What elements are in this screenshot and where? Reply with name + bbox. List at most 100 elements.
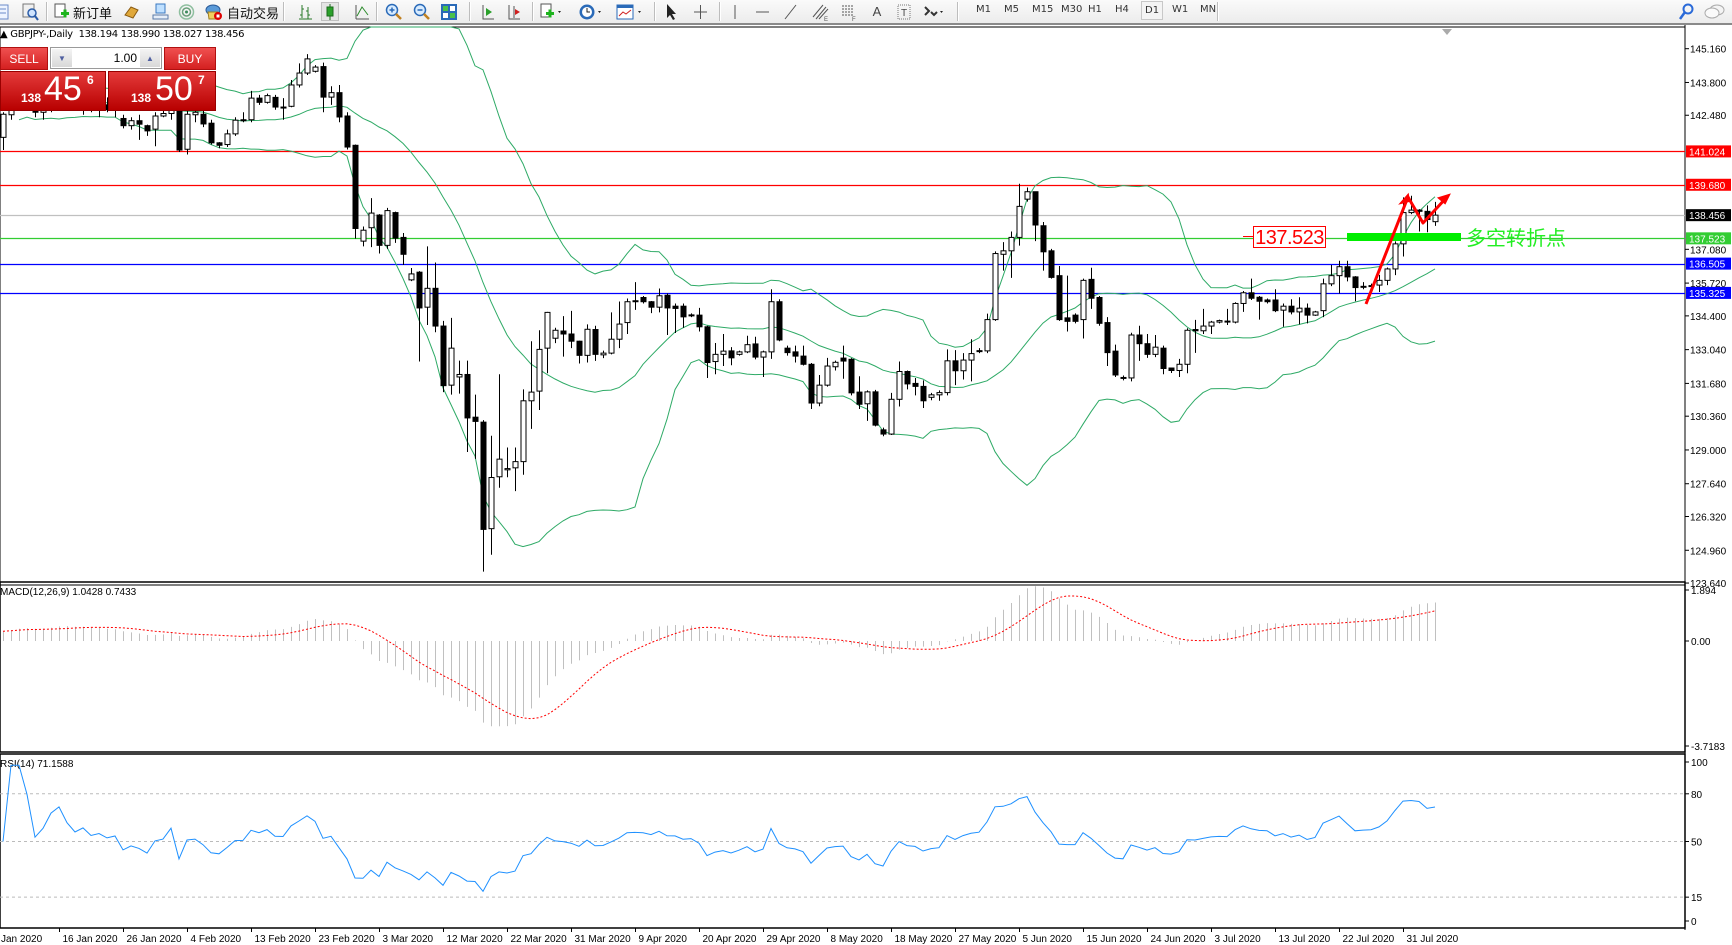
sell-price-box[interactable]: 138 45 6 xyxy=(0,70,106,111)
trend-arrow-line[interactable] xyxy=(1364,195,1449,305)
candle[interactable] xyxy=(920,380,927,408)
candle[interactable] xyxy=(776,299,783,342)
candle[interactable] xyxy=(856,376,863,409)
candle[interactable] xyxy=(304,54,311,76)
candle[interactable] xyxy=(784,345,791,356)
candle[interactable] xyxy=(808,363,815,409)
chat-icon[interactable] xyxy=(1704,2,1726,21)
candle[interactable] xyxy=(1032,191,1039,242)
candle[interactable] xyxy=(1168,367,1175,373)
annotation-price-label[interactable]: 137.523 xyxy=(1253,226,1326,249)
turning-point-marker-bar[interactable] xyxy=(1347,233,1461,241)
candle[interactable] xyxy=(1376,274,1383,293)
candle[interactable] xyxy=(408,267,415,282)
candle[interactable] xyxy=(1008,231,1015,278)
candle[interactable] xyxy=(1056,265,1063,321)
candle[interactable] xyxy=(864,390,871,421)
candle[interactable] xyxy=(240,112,247,123)
autotrade-icon[interactable] xyxy=(205,2,223,21)
candle[interactable] xyxy=(608,312,615,355)
trendline-icon[interactable] xyxy=(783,2,798,21)
candle[interactable] xyxy=(760,350,767,377)
candle[interactable] xyxy=(520,389,527,475)
candle[interactable] xyxy=(1064,275,1071,332)
lot-decrease-icon[interactable]: ▼ xyxy=(52,49,72,67)
candle[interactable] xyxy=(1304,303,1311,324)
candle[interactable] xyxy=(1336,260,1343,294)
candle[interactable] xyxy=(440,320,447,393)
bar-chart-icon[interactable] xyxy=(298,2,313,21)
arrows-dropdown-icon[interactable] xyxy=(922,2,946,21)
candle[interactable] xyxy=(1264,298,1271,304)
candle[interactable] xyxy=(576,340,583,364)
candle[interactable] xyxy=(128,117,135,130)
candle[interactable] xyxy=(136,114,143,140)
candle[interactable] xyxy=(528,341,535,429)
timeframe-h1[interactable]: H1 xyxy=(1088,4,1102,15)
zoom-out-icon[interactable] xyxy=(413,2,430,21)
candle[interactable] xyxy=(1200,308,1207,334)
candle[interactable] xyxy=(1088,267,1095,309)
timeframe-m5[interactable]: M5 xyxy=(1004,4,1019,15)
candle[interactable] xyxy=(1240,291,1247,312)
candle[interactable] xyxy=(336,84,343,123)
candle[interactable] xyxy=(1104,317,1111,367)
candle[interactable] xyxy=(0,112,7,151)
candle[interactable] xyxy=(472,394,479,459)
candle[interactable] xyxy=(232,117,239,136)
candle[interactable] xyxy=(216,142,223,149)
candle[interactable] xyxy=(768,289,775,359)
candle[interactable] xyxy=(1040,222,1047,271)
candle[interactable] xyxy=(672,303,679,334)
candle[interactable] xyxy=(968,339,975,382)
chart-shift-icon[interactable] xyxy=(480,2,495,21)
candle[interactable] xyxy=(1432,201,1439,226)
candle[interactable] xyxy=(296,63,303,88)
candle[interactable] xyxy=(328,86,335,105)
candle[interactable] xyxy=(640,296,647,304)
timeframe-w1[interactable]: W1 xyxy=(1172,4,1189,15)
candle[interactable] xyxy=(552,327,559,344)
candle[interactable] xyxy=(1320,278,1327,318)
candle[interactable] xyxy=(752,336,759,360)
candle[interactable] xyxy=(944,349,951,396)
fibonacci-icon[interactable]: F xyxy=(841,2,858,21)
candle[interactable] xyxy=(1128,332,1135,382)
candle[interactable] xyxy=(1048,248,1055,279)
candle[interactable] xyxy=(832,360,839,371)
crosshair-icon[interactable] xyxy=(693,2,708,21)
candle[interactable] xyxy=(712,342,719,375)
candle[interactable] xyxy=(512,447,519,492)
candle[interactable] xyxy=(1120,375,1127,381)
candle[interactable] xyxy=(1136,325,1143,361)
document-icon[interactable] xyxy=(0,2,10,21)
candle[interactable] xyxy=(720,333,727,367)
lot-size-value[interactable]: 1.00 xyxy=(113,51,137,65)
auto-scroll-icon[interactable] xyxy=(506,2,521,21)
candle[interactable] xyxy=(272,94,279,110)
candle[interactable] xyxy=(1080,278,1087,339)
candle[interactable] xyxy=(1272,289,1279,313)
timeframe-m1[interactable]: M1 xyxy=(976,4,991,15)
candle[interactable] xyxy=(504,447,511,478)
zoom-in-icon[interactable] xyxy=(385,2,402,21)
candle[interactable] xyxy=(1096,296,1103,326)
candle[interactable] xyxy=(824,357,831,387)
candle[interactable] xyxy=(872,389,879,427)
candle[interactable] xyxy=(1152,334,1159,358)
horizontal-line-icon[interactable] xyxy=(755,2,770,21)
candle[interactable] xyxy=(224,129,231,148)
candle[interactable] xyxy=(456,360,463,394)
candle[interactable] xyxy=(1160,345,1167,375)
candle[interactable] xyxy=(424,246,431,326)
candle[interactable] xyxy=(432,262,439,333)
candle[interactable] xyxy=(256,94,263,105)
candle[interactable] xyxy=(728,347,735,366)
candle[interactable] xyxy=(344,112,351,150)
candle[interactable] xyxy=(648,300,655,314)
candle[interactable] xyxy=(680,303,687,328)
candle[interactable] xyxy=(1328,264,1335,287)
candle[interactable] xyxy=(816,374,823,407)
candle[interactable] xyxy=(1112,344,1119,377)
candle[interactable] xyxy=(688,313,695,318)
